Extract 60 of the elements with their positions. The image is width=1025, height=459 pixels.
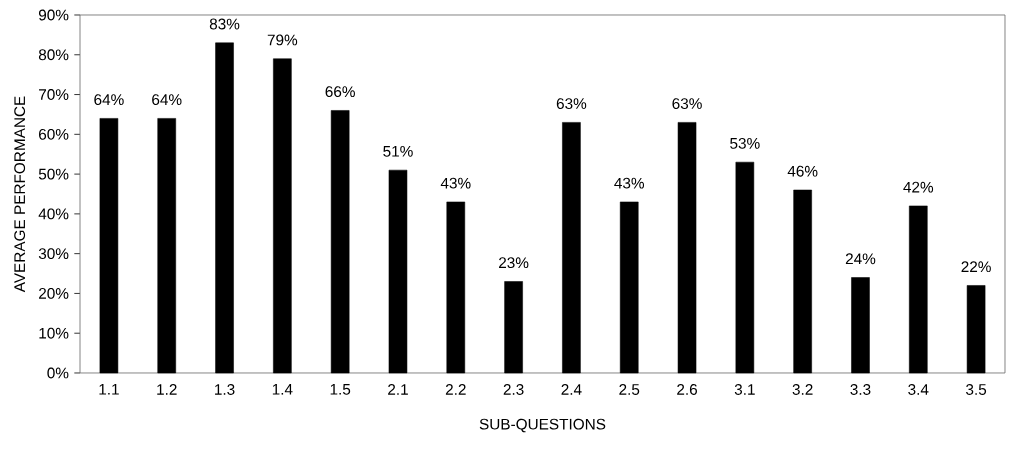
y-tick-label: 30% [38, 248, 69, 260]
y-tick-label: 0% [47, 367, 69, 379]
bar [273, 58, 292, 374]
x-tick-label: 3.3 [850, 384, 871, 395]
bar [966, 285, 986, 374]
x-tick-label: 3.5 [966, 384, 987, 395]
bar [793, 189, 812, 374]
data-label: 23% [499, 257, 529, 269]
data-label: 51% [383, 145, 413, 157]
bar [735, 161, 755, 374]
y-tick-label: 90% [38, 9, 69, 21]
y-axis-title: AVERAGE PERFORMANCE [14, 96, 26, 293]
x-axis-title: SUB-QUESTIONS [479, 418, 606, 433]
bar [446, 201, 466, 374]
y-tick-label: 10% [39, 327, 69, 339]
bar [99, 118, 119, 374]
x-tick-label: 1.3 [215, 384, 235, 395]
bar [909, 205, 928, 374]
data-label: 43% [614, 177, 645, 189]
y-tick-label: 50% [38, 168, 69, 180]
bar [619, 201, 639, 374]
bar [504, 281, 523, 374]
x-tick-label: 2.1 [388, 384, 408, 395]
y-tick-label: 20% [39, 288, 69, 299]
bar [562, 122, 581, 374]
x-tick-label: 2.6 [677, 384, 698, 395]
x-tick-label: 1.2 [157, 384, 177, 395]
y-tick-label: 70% [39, 89, 69, 100]
x-tick-label: 2.5 [619, 384, 640, 395]
bar [215, 42, 234, 374]
data-label: 63% [556, 98, 587, 110]
data-label: 24% [845, 253, 876, 265]
y-tick-label: 60% [39, 128, 69, 140]
bar [157, 118, 176, 374]
bar [330, 110, 350, 374]
y-tick-label: 40% [38, 208, 69, 220]
bar [851, 277, 870, 374]
data-label: 53% [730, 137, 760, 149]
x-tick-label: 2.3 [503, 384, 524, 395]
data-label: 83% [209, 18, 240, 30]
x-tick-label: 1.5 [330, 384, 351, 395]
data-label: 42% [903, 181, 934, 193]
x-tick-label: 2.2 [445, 384, 466, 395]
bar [677, 122, 697, 374]
x-tick-label: 1.4 [272, 384, 293, 395]
x-tick-label: 2.4 [561, 384, 582, 395]
data-label: 46% [787, 165, 818, 177]
bar [388, 169, 408, 374]
data-label: 64% [94, 94, 124, 106]
data-label: 22% [961, 261, 991, 273]
x-tick-label: 1.1 [99, 384, 119, 395]
data-label: 43% [440, 177, 471, 189]
data-label: 66% [325, 86, 355, 98]
data-label: 64% [152, 94, 182, 106]
x-tick-label: 3.2 [792, 384, 813, 395]
data-label: 79% [267, 34, 298, 46]
data-label: 63% [672, 98, 702, 110]
x-tick-label: 3.1 [734, 384, 755, 395]
y-tick-label: 80% [38, 49, 69, 61]
x-tick-label: 3.4 [908, 384, 929, 395]
